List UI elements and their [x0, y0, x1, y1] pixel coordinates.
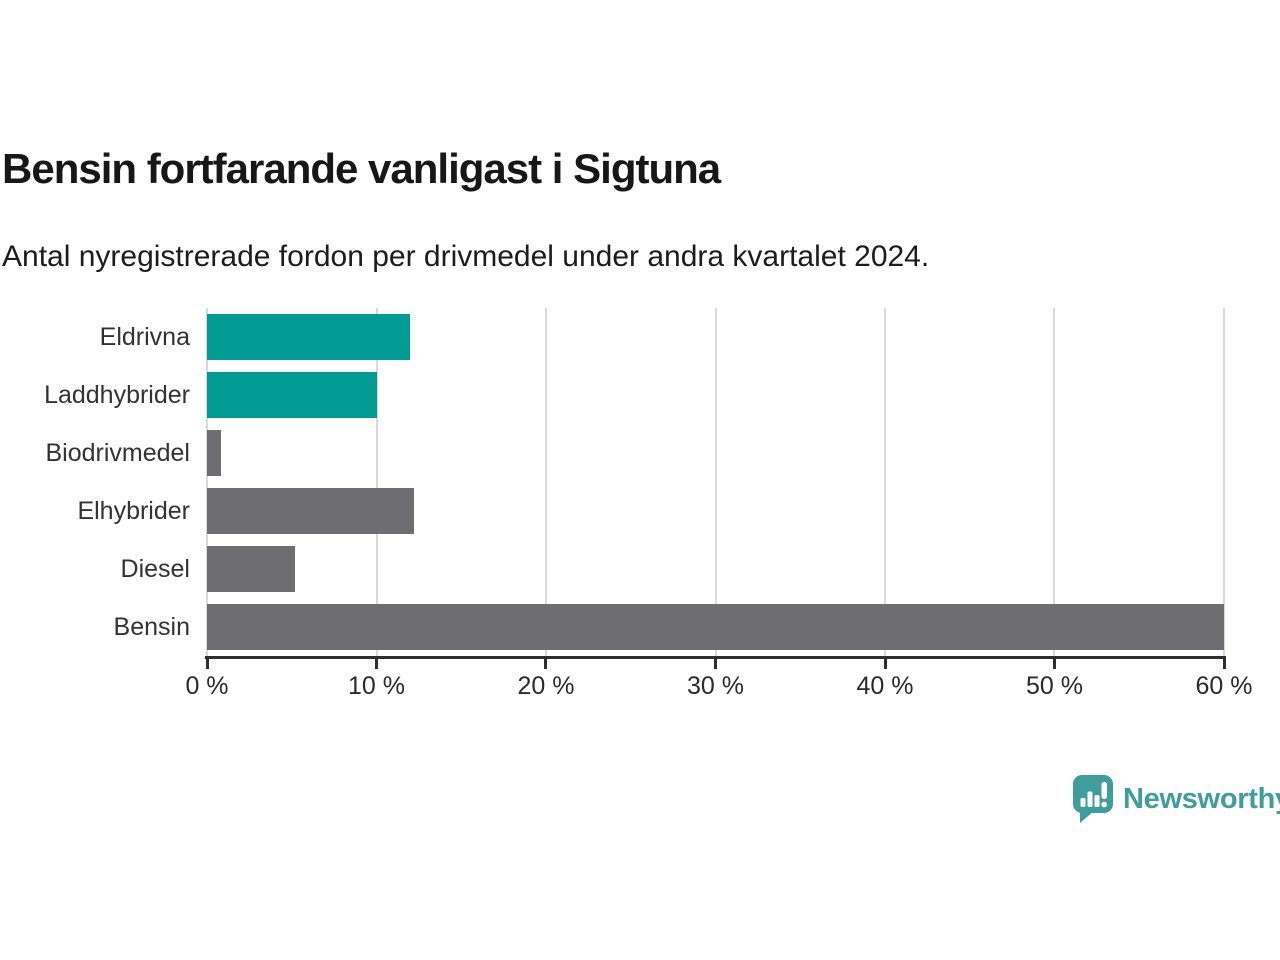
bar-biodrivmedel	[207, 430, 221, 476]
bar-row: Eldrivna	[0, 308, 1224, 366]
x-tick-label: 20 %	[517, 672, 575, 700]
x-axis-line	[205, 656, 1226, 659]
category-label: Diesel	[120, 554, 190, 583]
tick-mark	[205, 659, 209, 669]
gridline	[544, 308, 547, 656]
tick-mark	[544, 659, 548, 669]
plot-area	[206, 308, 1225, 656]
newsworthy-logo-icon	[1072, 774, 1114, 824]
gridline	[1223, 308, 1225, 656]
bar-row: Biodrivmedel	[0, 424, 1224, 482]
category-label: Elhybrider	[77, 496, 190, 525]
chart-subtitle: Antal nyregistrerade fordon per drivmede…	[2, 240, 930, 273]
bar-laddhybrider	[207, 372, 377, 418]
x-tick-label: 40 %	[856, 672, 914, 700]
tick-mark	[714, 659, 717, 669]
gridline	[884, 308, 886, 656]
category-label: Biodrivmedel	[45, 438, 190, 467]
x-tick-label: 60 %	[1195, 672, 1253, 700]
tick-mark	[1222, 659, 1226, 669]
bar-elhybrider	[207, 488, 414, 534]
tick-mark	[375, 659, 378, 669]
bar-track	[207, 308, 1224, 366]
gridline	[1053, 308, 1056, 656]
bar-track	[207, 540, 1224, 598]
bar-row: Bensin	[0, 598, 1224, 656]
bar-track	[207, 482, 1224, 540]
bar-row: Elhybrider	[0, 482, 1224, 540]
bar-eldrivna	[207, 314, 411, 360]
bar-rows: Eldrivna Laddhybrider Biodrivmedel Elhyb…	[0, 308, 1224, 656]
category-label: Eldrivna	[99, 322, 190, 351]
newsworthy-logo-text: Newsworthy	[1123, 782, 1280, 815]
bar-track	[207, 424, 1224, 482]
bar-row: Diesel	[0, 540, 1224, 598]
gridline	[206, 308, 208, 656]
bar-track	[207, 366, 1224, 424]
x-tick-label: 10 %	[348, 672, 405, 700]
bar-diesel	[207, 546, 296, 592]
x-tick-label: 0 %	[185, 672, 229, 700]
x-tick-label: 50 %	[1025, 672, 1083, 700]
x-tick-label: 30 %	[687, 672, 744, 700]
horizontal-bar-chart: Eldrivna Laddhybrider Biodrivmedel Elhyb…	[0, 308, 1280, 718]
tick-mark	[1052, 659, 1056, 669]
tick-mark	[883, 659, 887, 669]
page-title: Bensin fortfarande vanligast i Sigtuna	[2, 145, 721, 192]
gridline	[375, 308, 378, 656]
bar-track	[207, 598, 1224, 656]
category-label: Bensin	[113, 612, 190, 641]
gridline	[714, 308, 717, 656]
bar-row: Laddhybrider	[0, 366, 1224, 424]
bar-bensin	[207, 604, 1224, 650]
x-axis-ticks: 0 % 10 % 20 % 30 % 40 % 50 % 60 %	[185, 308, 1252, 708]
newsworthy-brand: Newsworthy	[1072, 774, 1280, 824]
category-label: Laddhybrider	[44, 380, 190, 409]
